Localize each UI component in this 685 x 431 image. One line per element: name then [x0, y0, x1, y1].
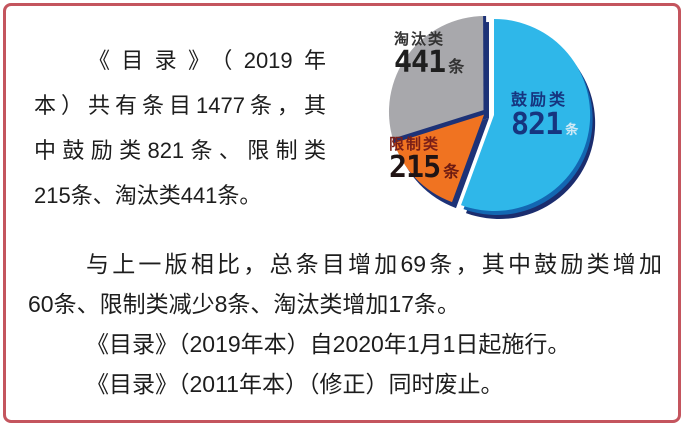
summary-line: 《目录》（2019年本）自2020年1月1日起施行。	[86, 331, 571, 357]
pie-label-encouraged-value: 821	[511, 107, 563, 143]
pie-label-encouraged-name: 鼓励类	[511, 92, 569, 109]
intro-line: 215条、淘汰类441条。	[34, 183, 262, 208]
intro-line: 本）共有条目1477条，其	[34, 93, 326, 118]
pie-chart	[388, 15, 596, 219]
intro-line: 中鼓励类821条、限制类	[34, 138, 326, 163]
summary-paragraph: 与上一版相比，总条目增加69条，其中鼓励类增加 60条、限制类减少8条、淘汰类增…	[28, 244, 662, 404]
summary-line: 《目录》（2011年本）（修正）同时废止。	[86, 371, 504, 397]
pie-label-restricted-name: 限制类	[389, 136, 441, 153]
pie-slice-encouraged	[461, 18, 591, 211]
pie-label-encouraged-unit: 条	[565, 122, 579, 138]
pie-label-eliminated-value: 441	[394, 45, 446, 81]
pie-divider	[392, 109, 486, 143]
summary-line: 与上一版相比，总条目增加69条，其中鼓励类增加	[86, 251, 662, 277]
pie-label-restricted-unit: 条	[443, 164, 460, 182]
intro-line: 《目录》（2019年	[88, 48, 326, 73]
pie-label-encouraged: 鼓励类 821 条	[511, 92, 578, 140]
pie-label-eliminated-name: 淘汰类	[394, 31, 446, 48]
pie-label-eliminated-unit: 条	[448, 59, 465, 77]
pie-label-eliminated: 淘汰类 441 条	[394, 31, 464, 78]
summary-line: 60条、限制类减少8条、淘汰类增加17条。	[28, 291, 460, 317]
pie-label-restricted-value: 215	[389, 150, 441, 186]
intro-paragraph: 《目录》（2019年 本）共有条目1477条，其 中鼓励类821条、限制类 21…	[34, 38, 326, 218]
pie-label-restricted: 限制类 215 条	[389, 136, 459, 183]
pie-slice-eliminated	[388, 15, 485, 141]
